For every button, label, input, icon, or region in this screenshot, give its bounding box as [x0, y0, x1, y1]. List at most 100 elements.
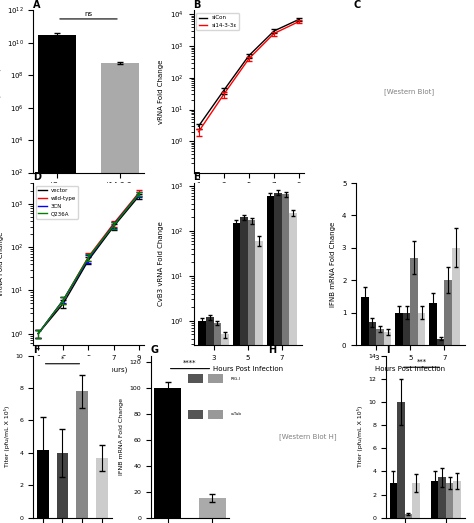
- vector: [136, 193, 142, 199]
- Bar: [199, 321, 206, 523]
- vector: [61, 300, 66, 306]
- Legend: vector, wild-type, 3CN, Q236A: vector, wild-type, 3CN, Q236A: [36, 186, 78, 219]
- Q236A: [86, 254, 91, 260]
- wild-type: [61, 297, 66, 303]
- Bar: [96, 458, 108, 518]
- siCon: [196, 123, 201, 129]
- Bar: [403, 313, 410, 345]
- Bar: [361, 297, 369, 345]
- si14-3-3ε: [246, 55, 252, 62]
- X-axis label: Hours Post Infection: Hours Post Infection: [213, 367, 283, 372]
- Bar: [76, 391, 88, 518]
- Bar: [445, 280, 452, 345]
- Line: wild-type: wild-type: [38, 193, 139, 334]
- Q236A: [36, 331, 41, 337]
- si14-3-3ε: [296, 18, 302, 25]
- Text: F: F: [33, 345, 40, 355]
- siCon: [296, 16, 302, 22]
- Y-axis label: vRNA Fold Change: vRNA Fold Change: [0, 232, 4, 297]
- 3CN: [61, 297, 66, 303]
- wild-type: [86, 254, 91, 260]
- Bar: [437, 339, 445, 345]
- Bar: [395, 313, 403, 345]
- Bar: [418, 313, 426, 345]
- wild-type: [136, 190, 142, 196]
- X-axis label: Hours Post Infection: Hours Post Infection: [375, 367, 446, 372]
- wild-type: [111, 221, 117, 227]
- Bar: [56, 453, 68, 518]
- Text: G: G: [151, 345, 159, 355]
- Y-axis label: IFNB mRNA Fold Change: IFNB mRNA Fold Change: [119, 398, 124, 475]
- Bar: [274, 193, 282, 523]
- Bar: [233, 223, 240, 523]
- Bar: [155, 388, 181, 518]
- vector: [36, 331, 41, 337]
- si14-3-3ε: [221, 92, 227, 98]
- Text: C: C: [354, 0, 361, 10]
- Bar: [412, 483, 419, 518]
- siCon: [221, 87, 227, 94]
- Text: [Western Blot H]: [Western Blot H]: [279, 434, 337, 440]
- Y-axis label: CvB3 vRNA Fold Change: CvB3 vRNA Fold Change: [158, 222, 164, 306]
- Bar: [446, 483, 454, 518]
- Bar: [221, 334, 229, 523]
- Text: [Western Blot]: [Western Blot]: [384, 88, 434, 95]
- Bar: [214, 323, 221, 523]
- Line: vector: vector: [38, 196, 139, 334]
- Bar: [38, 35, 76, 523]
- Bar: [199, 498, 226, 518]
- Line: si14-3-3ε: si14-3-3ε: [199, 21, 299, 132]
- Bar: [397, 402, 405, 518]
- Y-axis label: Titer (pfu/mL): Titer (pfu/mL): [0, 67, 1, 116]
- Y-axis label: IFNB mRNA Fold Change: IFNB mRNA Fold Change: [330, 221, 337, 307]
- X-axis label: Hours Post Infection: Hours Post Infection: [214, 194, 284, 200]
- Bar: [282, 194, 290, 523]
- Bar: [431, 481, 438, 518]
- Bar: [390, 483, 397, 518]
- Text: A: A: [33, 0, 41, 10]
- Text: I: I: [386, 345, 390, 355]
- 3CN: [111, 222, 117, 228]
- vector: [86, 257, 91, 263]
- Bar: [255, 241, 263, 523]
- Bar: [429, 303, 437, 345]
- Bar: [454, 481, 461, 518]
- Text: B: B: [193, 0, 201, 10]
- Bar: [240, 217, 248, 523]
- Bar: [206, 317, 214, 523]
- Bar: [267, 196, 274, 523]
- siCon: [271, 28, 277, 34]
- Bar: [438, 477, 446, 518]
- X-axis label: Infection Time (hours): Infection Time (hours): [50, 367, 127, 373]
- 3CN: [86, 255, 91, 262]
- Text: ***: ***: [417, 359, 427, 365]
- si14-3-3ε: [271, 30, 277, 37]
- Legend: siCon, si14-3-3ε: siCon, si14-3-3ε: [196, 13, 239, 30]
- Text: *: *: [61, 356, 64, 362]
- Bar: [101, 63, 139, 523]
- Text: ns: ns: [84, 11, 92, 17]
- Bar: [376, 329, 384, 345]
- Line: siCon: siCon: [199, 19, 299, 126]
- Bar: [452, 248, 460, 345]
- Y-axis label: Titer (pfu/mL X 10⁵): Titer (pfu/mL X 10⁵): [4, 406, 10, 468]
- Y-axis label: vRNA Fold Change: vRNA Fold Change: [158, 59, 164, 124]
- Text: D: D: [33, 172, 41, 183]
- si14-3-3ε: [196, 129, 201, 135]
- Bar: [405, 514, 412, 518]
- Bar: [37, 450, 49, 518]
- Y-axis label: Titer (pfu/mL X 10⁵): Titer (pfu/mL X 10⁵): [357, 406, 363, 468]
- Text: E: E: [193, 172, 200, 183]
- Bar: [369, 323, 376, 345]
- Bar: [384, 332, 392, 345]
- Q236A: [61, 297, 66, 303]
- 3CN: [36, 331, 41, 337]
- siCon: [246, 52, 252, 59]
- Q236A: [111, 222, 117, 229]
- Bar: [410, 258, 418, 345]
- 3CN: [136, 191, 142, 197]
- Text: H: H: [268, 345, 277, 355]
- Line: Q236A: Q236A: [38, 194, 139, 334]
- Line: 3CN: 3CN: [38, 194, 139, 334]
- Text: ****: ****: [183, 360, 197, 366]
